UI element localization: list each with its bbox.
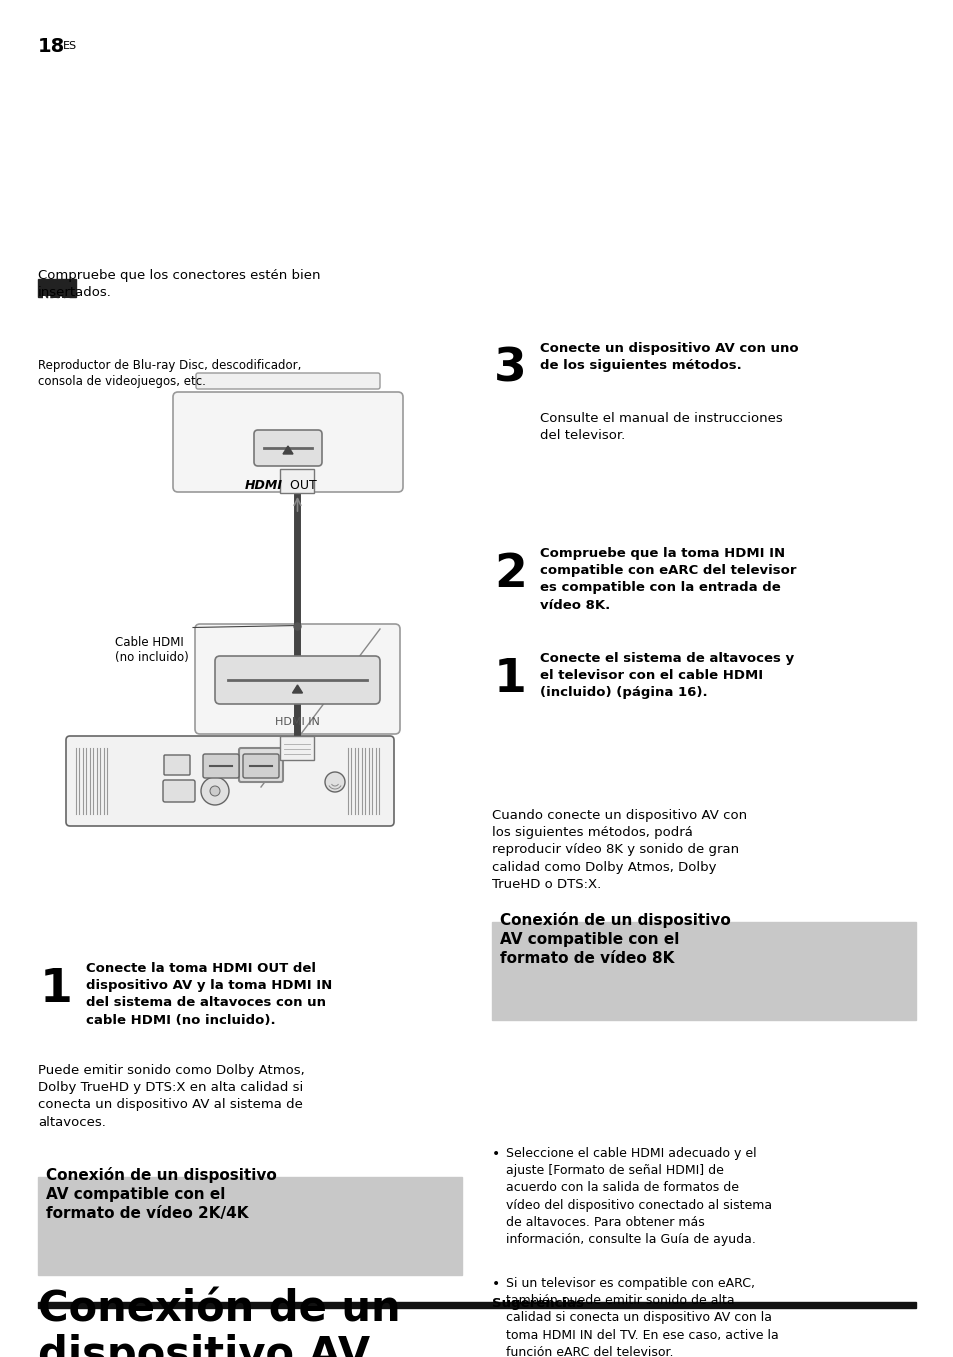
Text: Puede emitir sonido como Dolby Atmos,
Dolby TrueHD y DTS:X en alta calidad si
co: Puede emitir sonido como Dolby Atmos, Do…	[38, 1064, 304, 1129]
Circle shape	[210, 786, 220, 797]
Text: Conecte un dispositivo AV con uno
de los siguientes métodos.: Conecte un dispositivo AV con uno de los…	[539, 342, 798, 372]
FancyBboxPatch shape	[253, 430, 322, 465]
Text: 1: 1	[40, 968, 72, 1012]
FancyBboxPatch shape	[203, 754, 239, 778]
Bar	[492, 921, 915, 1020]
Circle shape	[201, 778, 229, 805]
FancyBboxPatch shape	[172, 392, 402, 493]
Text: 3: 3	[494, 347, 526, 392]
Text: 1: 1	[494, 657, 526, 702]
Bar	[38, 280, 76, 297]
FancyBboxPatch shape	[243, 754, 278, 778]
Text: Nota: Nota	[42, 296, 71, 305]
Text: OUT: OUT	[286, 479, 316, 493]
Text: •: •	[492, 1277, 499, 1291]
Text: Cable HDMI
(no incluido): Cable HDMI (no incluido)	[115, 635, 189, 665]
Text: Conecte el sistema de altavoces y
el televisor con el cable HDMI
(incluido) (pág: Conecte el sistema de altavoces y el tel…	[539, 651, 793, 699]
Text: HDMI IN: HDMI IN	[274, 716, 319, 727]
Text: Cuando conecte un dispositivo AV con
los siguientes métodos, podrá
reproducir ví: Cuando conecte un dispositivo AV con los…	[492, 809, 746, 890]
Text: Compruebe que la toma HDMI IN
compatible con eARC del televisor
es compatible co: Compruebe que la toma HDMI IN compatible…	[539, 547, 796, 612]
Circle shape	[325, 772, 345, 792]
FancyBboxPatch shape	[280, 470, 314, 493]
Text: Sugerencias: Sugerencias	[492, 1297, 583, 1310]
Text: Conexión de un dispositivo
AV compatible con el
formato de vídeo 2K/4K: Conexión de un dispositivo AV compatible…	[46, 1167, 276, 1221]
FancyBboxPatch shape	[66, 735, 394, 826]
FancyBboxPatch shape	[195, 373, 379, 389]
FancyBboxPatch shape	[194, 624, 399, 734]
Polygon shape	[283, 446, 293, 455]
Polygon shape	[293, 685, 302, 693]
Text: Compruebe que los conectores estén bien
insertados.: Compruebe que los conectores estén bien …	[38, 269, 320, 299]
FancyBboxPatch shape	[164, 754, 190, 775]
Text: Conecte la toma HDMI OUT del
dispositivo AV y la toma HDMI IN
del sistema de alt: Conecte la toma HDMI OUT del dispositivo…	[86, 962, 332, 1027]
Bar	[38, 1301, 915, 1308]
FancyBboxPatch shape	[214, 655, 379, 704]
FancyBboxPatch shape	[163, 780, 194, 802]
Bar	[38, 1177, 461, 1276]
Text: Conexión de un dispositivo
AV compatible con el
formato de vídeo 8K: Conexión de un dispositivo AV compatible…	[499, 912, 730, 966]
Text: Seleccione el cable HDMI adecuado y el
ajuste [Formato de señal HDMI] de
acuerdo: Seleccione el cable HDMI adecuado y el a…	[505, 1147, 771, 1246]
Text: Si un televisor es compatible con eARC,
también puede emitir sonido de alta
cali: Si un televisor es compatible con eARC, …	[505, 1277, 778, 1357]
FancyBboxPatch shape	[280, 735, 314, 760]
Text: HDMI: HDMI	[245, 479, 283, 493]
Text: Conexión de un
dispositivo AV: Conexión de un dispositivo AV	[38, 1289, 400, 1357]
Text: Reproductor de Blu-ray Disc, descodificador,
consola de videojuegos, etc.: Reproductor de Blu-ray Disc, descodifica…	[38, 360, 301, 388]
Text: 2: 2	[494, 552, 526, 597]
FancyBboxPatch shape	[239, 748, 283, 782]
Text: 18: 18	[38, 37, 65, 56]
Text: ES: ES	[63, 41, 77, 52]
Text: Consulte el manual de instrucciones
del televisor.: Consulte el manual de instrucciones del …	[539, 413, 781, 442]
Text: •: •	[492, 1147, 499, 1162]
